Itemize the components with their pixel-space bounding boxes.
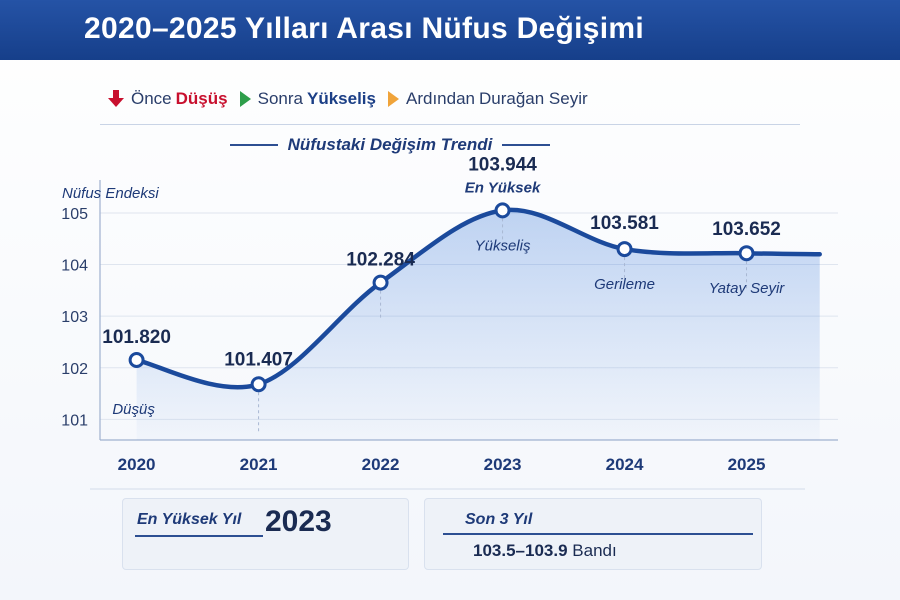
data-label: 103.944: [468, 154, 537, 175]
x-tick-label: 2021: [240, 455, 278, 474]
divider: [100, 124, 800, 125]
legend-item-rise: Sonra Yükseliş: [239, 89, 376, 109]
y-axis-label: Nüfus Endeksi: [62, 185, 159, 202]
y-tick-label: 105: [61, 206, 88, 223]
legend-highlight: Düşüş: [175, 89, 228, 108]
point-annotation: Yükseliş: [475, 237, 531, 254]
data-point: [738, 245, 755, 262]
data-label: 101.820: [102, 327, 171, 348]
header-bar: 2020–2025 Yılları Arası Nüfus Değişimi: [0, 0, 900, 60]
peak-label: En Yüksek: [465, 179, 541, 196]
y-tick-label: 104: [61, 258, 88, 275]
page-title: 2020–2025 Yılları Arası Nüfus Değişimi: [84, 12, 645, 45]
divider: [443, 533, 753, 535]
divider: [230, 144, 278, 146]
data-label: 102.284: [346, 250, 415, 271]
last-three-years-label: Son 3 Yıl: [465, 511, 533, 528]
highest-year-value: 2023: [265, 505, 332, 538]
y-tick-label: 103: [61, 309, 88, 326]
legend-highlight: Yükseliş: [306, 89, 376, 108]
right-triangle-icon: [239, 91, 251, 107]
data-label: 103.581: [590, 213, 659, 234]
legend-prefix: Sonra: [257, 89, 303, 108]
y-tick-label: 102: [61, 361, 88, 378]
x-tick-label: 2024: [606, 455, 644, 474]
divider: [135, 535, 263, 537]
legend-prefix: Önce: [131, 89, 172, 108]
data-point: [128, 352, 145, 369]
x-tick-label: 2022: [362, 455, 400, 474]
band-range: 103.5–103.9: [473, 541, 568, 560]
data-point: [616, 241, 633, 258]
point-annotation: Gerileme: [594, 276, 655, 293]
highest-year-label: En Yüksek Yıl: [137, 511, 242, 528]
data-point: [372, 274, 389, 291]
divider: [502, 144, 550, 146]
chart-title: Nüfustaki Değişim Trendi: [287, 135, 493, 154]
legend-item-fall: Önce Düşüş: [108, 89, 228, 109]
legend-prefix: Ardından: [405, 89, 475, 108]
line-chart: 101 102 103 104 105 Nüfus Endeksi 101.820 101.4…: [61, 154, 838, 490]
point-annotation: Düşüş: [112, 401, 155, 418]
series-area: [136, 209, 820, 440]
data-point: [250, 376, 267, 393]
data-label: 103.652: [712, 219, 781, 240]
x-tick-label: 2023: [484, 455, 522, 474]
data-label: 101.407: [224, 349, 293, 370]
highest-year-card: En Yüksek Yıl 2023: [122, 498, 409, 570]
last-three-years-card: Son 3 Yıl 103.5–103.9 Bandı: [424, 498, 762, 570]
data-point: [494, 202, 511, 219]
legend-highlight: Durağan Seyir: [478, 89, 588, 108]
right-triangle-icon: [387, 91, 399, 107]
y-tick-label: 101: [61, 412, 88, 429]
x-tick-label: 2025: [728, 455, 766, 474]
band-suffix: Bandı: [572, 541, 617, 560]
last-three-years-band: 103.5–103.9 Bandı: [473, 541, 617, 561]
x-tick-label: 2020: [118, 455, 156, 474]
down-arrow-icon: [108, 90, 124, 108]
point-annotation: Yatay Seyir: [709, 280, 786, 297]
chart-title-wrap: Nüfustaki Değişim Trendi: [230, 133, 550, 157]
legend-item-flat: Ardından Durağan Seyir: [387, 89, 588, 109]
trend-legend: Önce Düşüş Sonra Yükseliş Ardından Durağ…: [108, 86, 600, 112]
